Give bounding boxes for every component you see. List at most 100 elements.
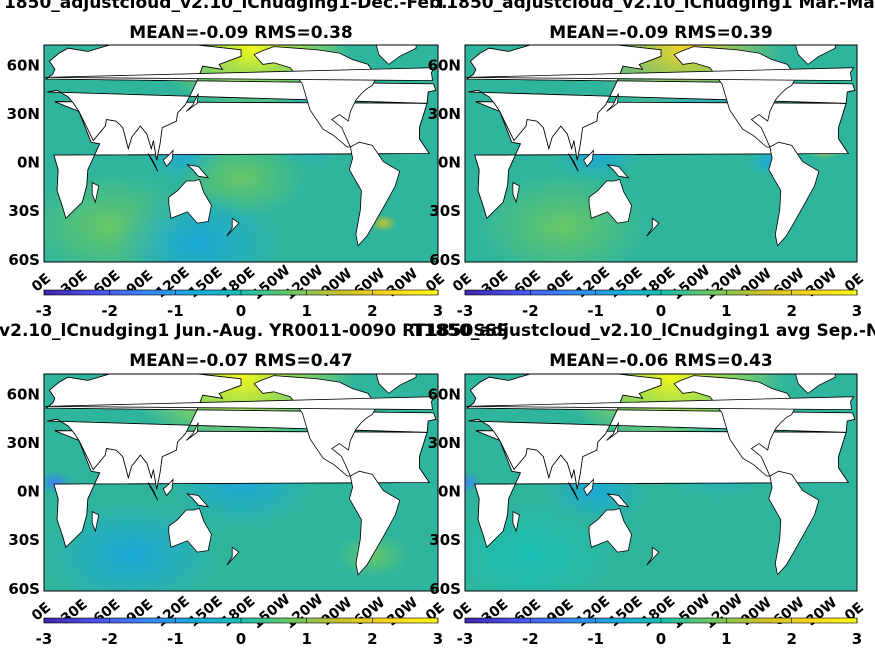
lat-tick-label: 0N: [17, 154, 40, 172]
landmass: [375, 45, 417, 65]
colorbar-tick-label: 2: [367, 630, 377, 648]
landmass: [768, 470, 820, 576]
colorbar-tick-label: 3: [433, 630, 443, 648]
landmass: [466, 67, 855, 82]
lon-tick-label: 150E: [606, 593, 646, 630]
lat-tick-label: 60N: [7, 385, 40, 403]
colorbar-tick-label: 1: [301, 630, 311, 648]
lon-tick-label: 150E: [606, 264, 646, 301]
landmass: [795, 374, 836, 394]
landmass: [512, 510, 520, 533]
land-mask: [466, 45, 856, 247]
axes-frame: [43, 373, 439, 592]
colorbar-tick-label: 3: [433, 302, 443, 320]
landmass: [568, 482, 579, 501]
colorbar-tick-label: 0: [656, 302, 666, 320]
colorbar-tick-label: -1: [167, 302, 184, 320]
landmass: [606, 164, 630, 179]
lon-tick-label: 30W: [803, 595, 840, 630]
lat-tick-label: 0N: [438, 483, 461, 501]
colorbar-tick-label: 0: [656, 630, 666, 648]
lon-tick-label: 30W: [384, 595, 421, 630]
lat-tick-label: 30N: [7, 105, 40, 123]
landmass: [147, 153, 159, 172]
lat-tick-label: 60S: [8, 251, 40, 269]
lat-tick-label: 60N: [428, 385, 461, 403]
colorbar-tick-label: 2: [367, 302, 377, 320]
panel-stats-1: MEAN=-0.09 RMS=0.38: [129, 23, 353, 43]
axes-frame: [43, 44, 439, 263]
landmass: [588, 507, 633, 553]
landmass: [162, 149, 174, 168]
land-mask: [45, 45, 437, 247]
map-panel-4: T1850_adjustcloud_v2.10_lCnudging1 avg S…: [412, 321, 875, 648]
lon-tick-label: 60W: [771, 595, 808, 630]
colorbar-tick-label: 2: [786, 302, 796, 320]
landmass: [466, 374, 856, 490]
lat-tick-label: 30N: [428, 434, 461, 452]
lat-tick-label: 60N: [428, 56, 461, 74]
lon-tick-label: 150E: [186, 593, 226, 630]
lat-tick-label: 30S: [8, 202, 40, 220]
colorbar-tick-label: 2: [786, 630, 796, 648]
colorbar-tick-label: 1: [721, 302, 731, 320]
map-panel-2: T1850_adjustcloud_v2.10_lCnudging1 Mar.-…: [428, 0, 875, 320]
panel-title-2: T1850_adjustcloud_v2.10_lCnudging1 Mar.-…: [435, 0, 875, 13]
landmass: [168, 178, 212, 224]
landmass: [186, 493, 210, 508]
lat-tick-label: 60S: [429, 251, 461, 269]
lat-tick-label: 60S: [429, 580, 461, 598]
landmass: [583, 478, 595, 497]
landmass: [147, 482, 159, 501]
landmass: [568, 153, 579, 172]
colorbar-tick-label: -2: [522, 630, 539, 648]
lat-tick-label: 30S: [429, 531, 461, 549]
lon-tick-label: 120W: [282, 591, 327, 632]
landmass: [226, 217, 240, 237]
landmass: [45, 67, 436, 82]
colorbar-tick-label: -3: [36, 302, 53, 320]
colorbar-tick-label: -3: [457, 630, 474, 648]
colorbar-tick-label: 1: [721, 630, 731, 648]
lat-tick-label: 30N: [7, 434, 40, 452]
lat-tick-label: 30S: [8, 531, 40, 549]
landmass: [606, 422, 619, 441]
lat-tick-label: 30N: [428, 105, 461, 123]
landmass: [45, 374, 437, 490]
colorbar-tick-label: 0: [236, 302, 246, 320]
landmass: [348, 141, 401, 247]
anomaly-patch: [111, 189, 283, 262]
lon-tick-label: 120E: [573, 593, 613, 630]
landmass: [226, 546, 240, 566]
landmass: [512, 181, 520, 204]
land-mask: [45, 374, 437, 576]
landmass: [768, 141, 820, 247]
lat-tick-label: 60N: [7, 56, 40, 74]
landmass: [646, 217, 660, 237]
lat-tick-label: 60S: [8, 580, 40, 598]
colorbar-tick-label: -2: [101, 630, 118, 648]
axes-frame: [464, 373, 858, 592]
landmass: [45, 45, 437, 161]
panel-title-4: T1850_adjustcloud_v2.10_lCnudging1 avg S…: [412, 321, 875, 341]
panel-title-3: T1850_adjustcloud_v2.10_lCnudging1 Jun.-…: [0, 321, 509, 341]
colorbar-tick-label: -1: [167, 630, 184, 648]
landmass: [466, 396, 855, 411]
landmass: [646, 546, 660, 566]
map-panel-1: T1850_adjustcloud_v2.10_lCnudging1-Dec.-…: [0, 0, 448, 320]
landmass: [588, 178, 633, 224]
landmass: [606, 493, 630, 508]
anomaly-patch: [465, 501, 616, 591]
lon-tick-label: 120W: [282, 262, 327, 303]
panel-title-1: T1850_adjustcloud_v2.10_lCnudging1-Dec.-…: [0, 0, 448, 13]
panel-stats-3: MEAN=-0.07 RMS=0.47: [129, 351, 353, 371]
landmass: [91, 181, 100, 204]
landmass: [186, 164, 210, 179]
lon-tick-label: 90W: [318, 595, 355, 630]
landmass: [348, 470, 401, 576]
lon-tick-label: 120E: [153, 593, 193, 630]
colorbar-tick-label: 0: [236, 630, 246, 648]
colorbar-tick-label: -1: [587, 302, 604, 320]
colorbar-tick-label: -3: [36, 630, 53, 648]
